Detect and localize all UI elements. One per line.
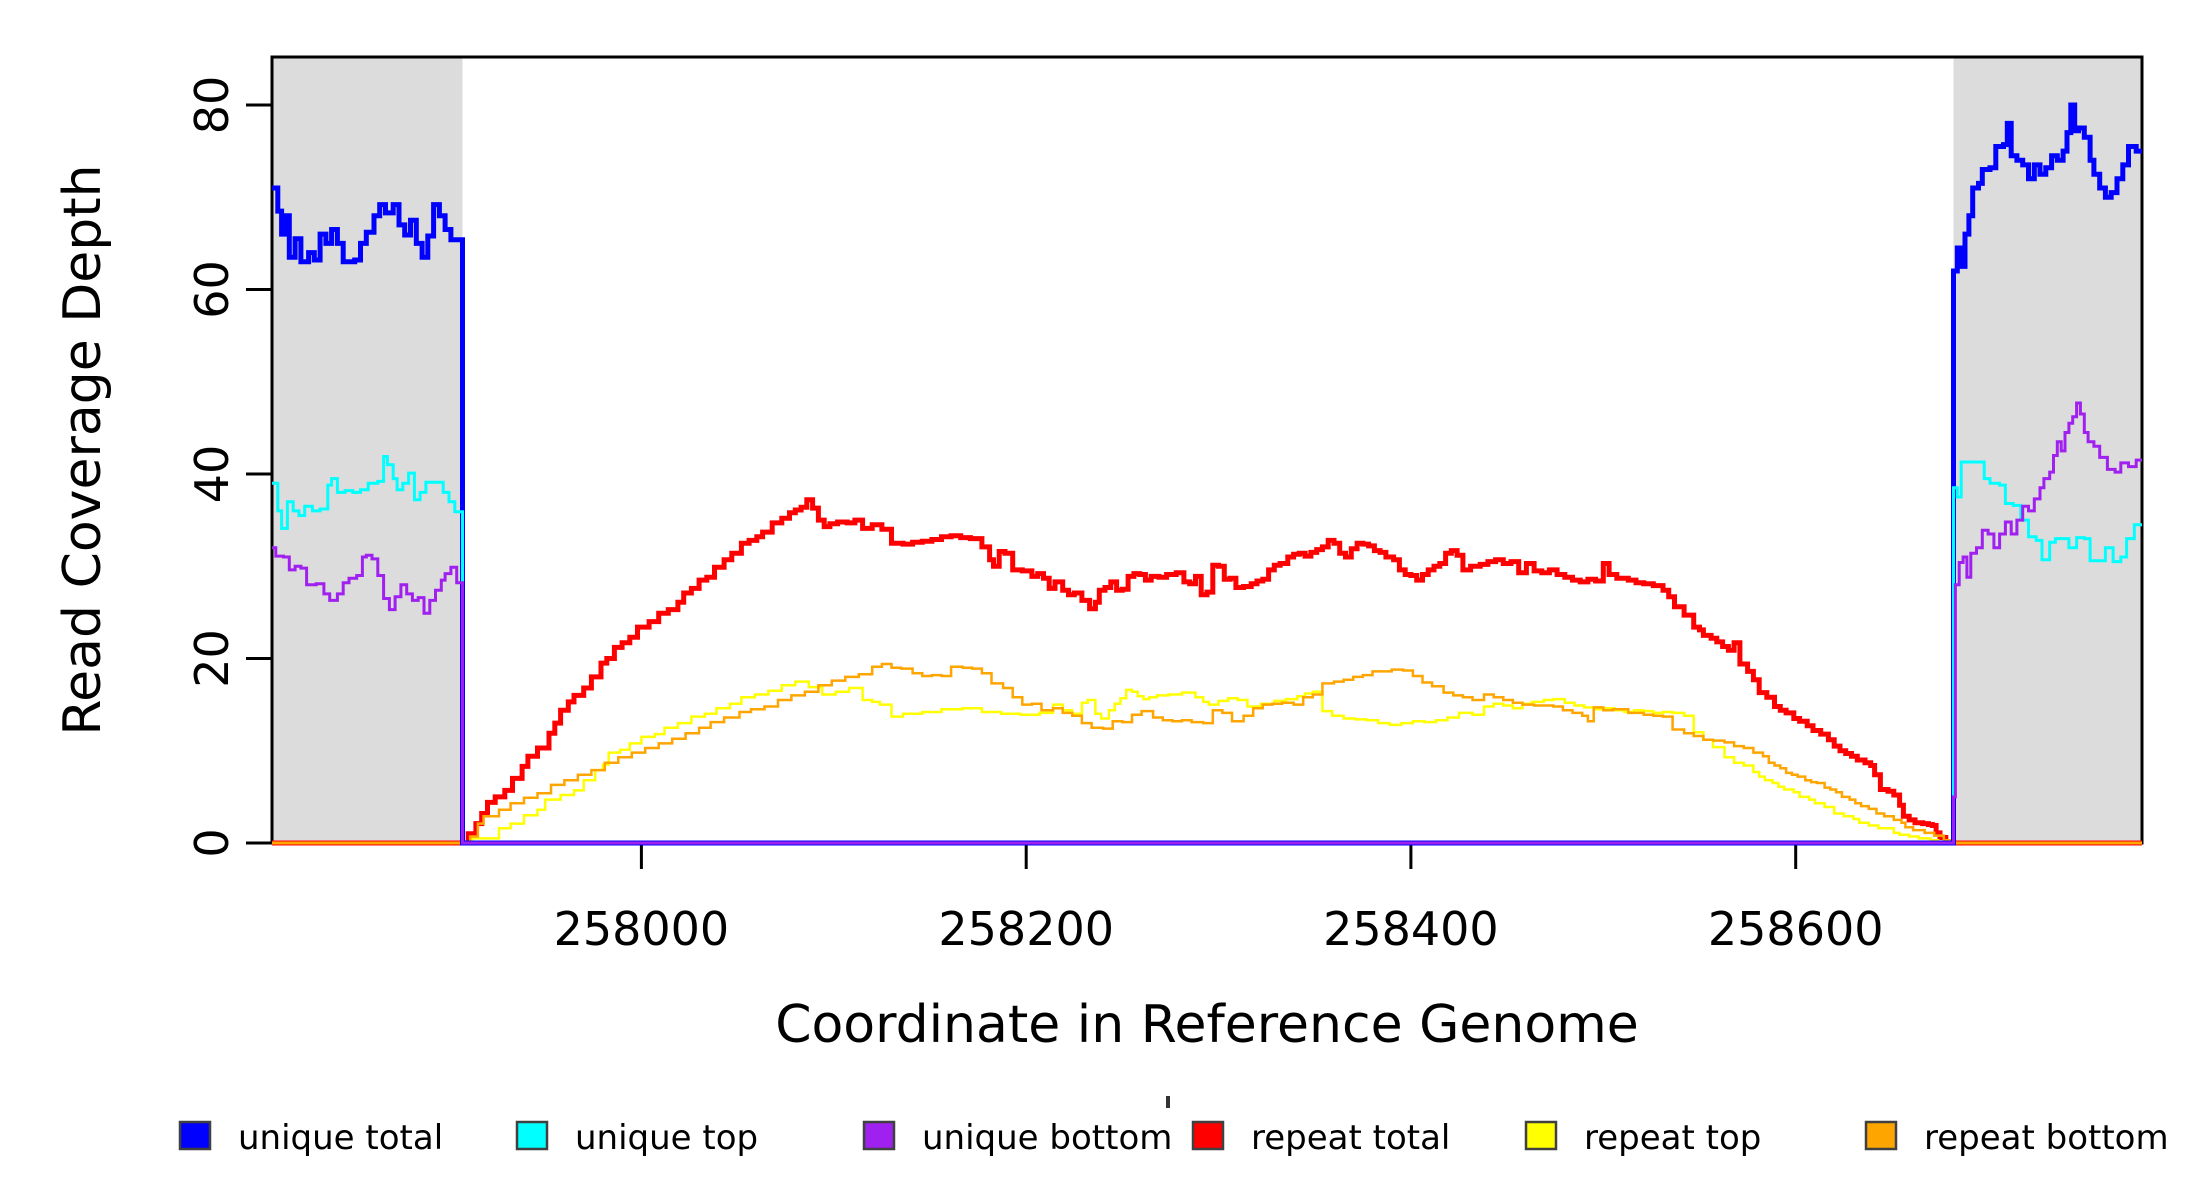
x-tick-label: 258200 [938,902,1114,956]
y-tick-label: 20 [185,629,239,688]
series-line-repeat-bottom [272,662,2142,845]
x-tick-label: 258600 [1708,902,1884,956]
legend-item-unique-top: unique top [515,1118,758,1158]
series-line-unique-total [272,102,2142,846]
y-tick-label: 60 [185,260,239,319]
legend-label: unique top [575,1118,758,1158]
series-line-unique-bottom [272,401,2142,845]
legend-swatch-repeat-bottom-icon [1864,1120,1898,1151]
x-tick-label: 258000 [554,902,730,956]
legend-item-repeat-total: repeat total [1191,1118,1450,1158]
legend-label: unique bottom [922,1118,1172,1158]
series-line-repeat-total [272,497,2142,846]
legend-item-unique-bottom: unique bottom [862,1118,1172,1158]
y-tick-label: 40 [185,445,239,504]
legend-swatch-unique-bottom-icon [862,1120,896,1151]
legend-swatch-unique-top-icon [515,1120,549,1151]
legend-label: repeat top [1584,1118,1761,1158]
stray-mark [1166,1096,1170,1108]
legend-label: repeat total [1251,1118,1450,1158]
y-axis-title: Read Coverage Depth [53,164,113,735]
legend-swatch-repeat-top-icon [1524,1120,1558,1151]
x-tick-label: 258400 [1323,902,1499,956]
left-flank-band [272,57,463,843]
legend-item-unique-total: unique total [178,1118,443,1158]
legend-swatch-unique-total-icon [178,1120,212,1151]
series-line-unique-top [272,455,2142,845]
legend-item-repeat-bottom: repeat bottom [1864,1118,2169,1158]
series-line-repeat-top [272,680,2142,845]
right-flank-band [1953,57,2142,843]
x-axis-title: Coordinate in Reference Genome [775,995,1639,1055]
legend-swatch-repeat-total-icon [1191,1120,1225,1151]
legend-label: unique total [238,1118,443,1158]
y-tick-label: 80 [185,76,239,135]
legend-label: repeat bottom [1924,1118,2169,1158]
y-tick-label: 0 [185,828,239,857]
legend-item-repeat-top: repeat top [1524,1118,1761,1158]
